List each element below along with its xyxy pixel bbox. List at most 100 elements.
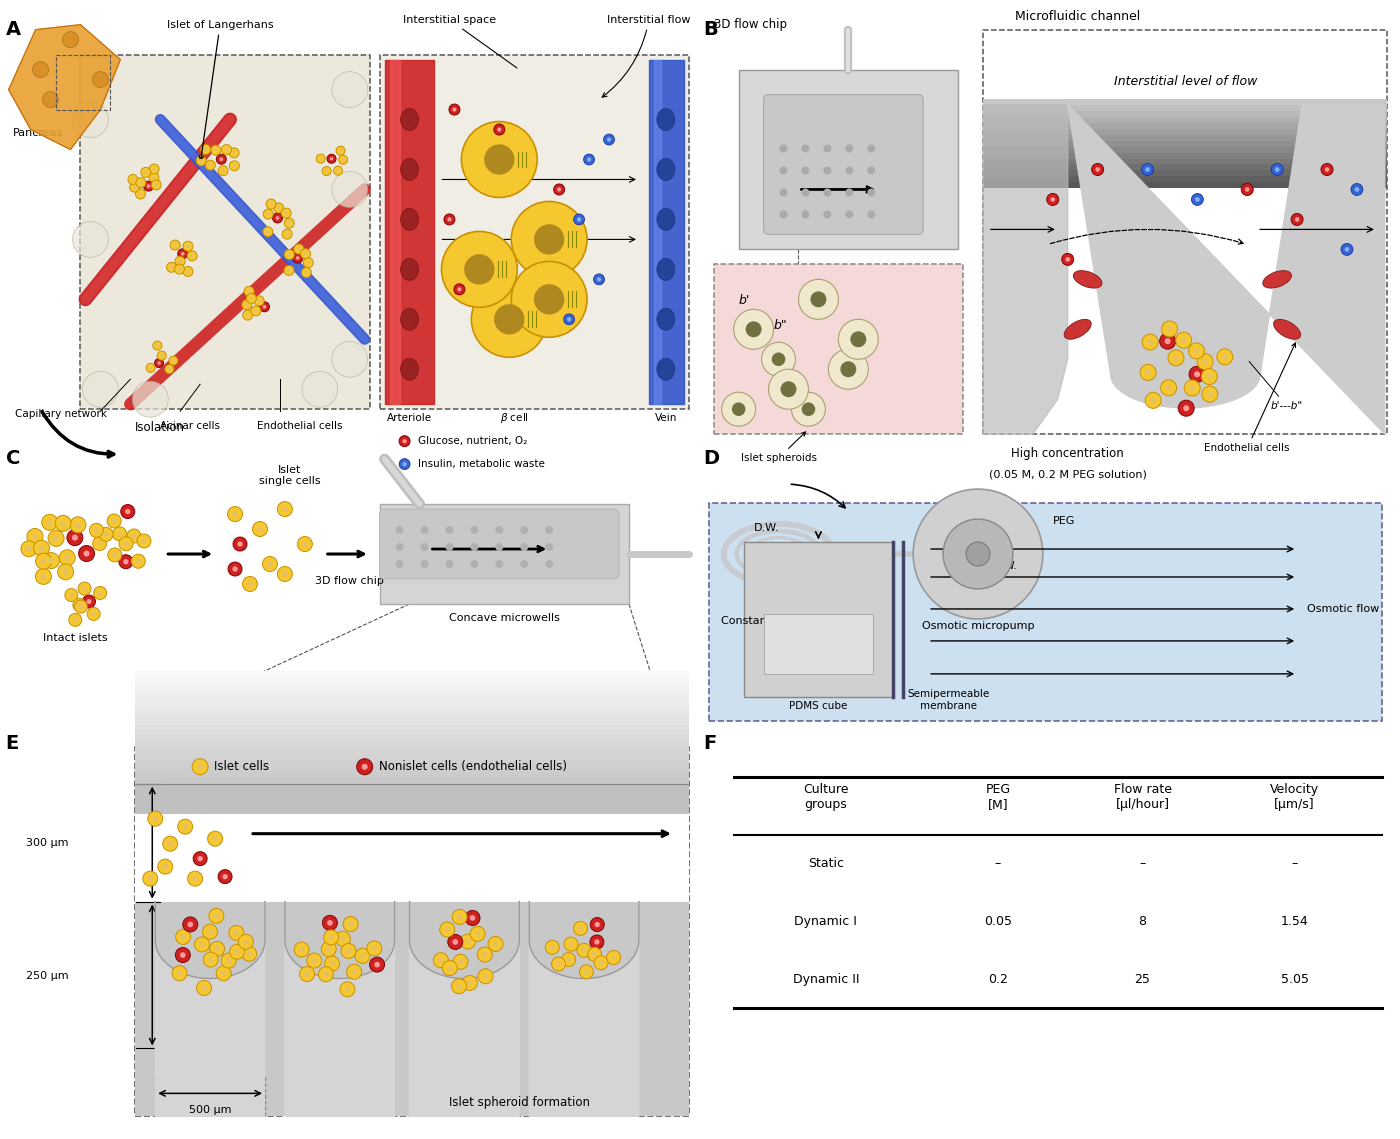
FancyBboxPatch shape bbox=[136, 748, 689, 752]
Circle shape bbox=[242, 947, 256, 961]
Circle shape bbox=[1203, 359, 1208, 364]
Circle shape bbox=[456, 915, 462, 920]
Circle shape bbox=[123, 541, 129, 547]
Polygon shape bbox=[8, 25, 120, 149]
Circle shape bbox=[1142, 334, 1158, 350]
Circle shape bbox=[592, 952, 598, 957]
Text: Osmotic micropump: Osmotic micropump bbox=[921, 621, 1035, 631]
Text: Islet spheroid formation: Islet spheroid formation bbox=[449, 1097, 589, 1109]
Circle shape bbox=[1355, 187, 1359, 191]
Circle shape bbox=[53, 535, 59, 541]
Circle shape bbox=[302, 371, 337, 408]
Circle shape bbox=[277, 501, 293, 517]
Circle shape bbox=[32, 62, 49, 77]
Circle shape bbox=[232, 151, 237, 155]
Circle shape bbox=[214, 947, 220, 952]
FancyBboxPatch shape bbox=[136, 703, 689, 707]
Ellipse shape bbox=[657, 158, 675, 180]
FancyBboxPatch shape bbox=[136, 756, 689, 761]
Circle shape bbox=[374, 961, 379, 967]
FancyBboxPatch shape bbox=[983, 171, 1387, 177]
Circle shape bbox=[176, 970, 182, 976]
Circle shape bbox=[441, 231, 517, 308]
Text: Nonislet cells (endothelial cells): Nonislet cells (endothelial cells) bbox=[378, 760, 567, 773]
Circle shape bbox=[328, 934, 335, 940]
Circle shape bbox=[496, 560, 503, 568]
Circle shape bbox=[846, 145, 854, 153]
Circle shape bbox=[561, 952, 575, 967]
FancyBboxPatch shape bbox=[136, 726, 689, 730]
Circle shape bbox=[1145, 369, 1151, 376]
Circle shape bbox=[225, 148, 228, 151]
Circle shape bbox=[454, 284, 465, 295]
Circle shape bbox=[734, 310, 774, 350]
FancyBboxPatch shape bbox=[983, 123, 1387, 129]
Circle shape bbox=[249, 296, 253, 301]
Circle shape bbox=[276, 216, 280, 220]
Ellipse shape bbox=[657, 259, 675, 280]
Text: Isolation: Isolation bbox=[136, 421, 185, 434]
Ellipse shape bbox=[400, 208, 419, 230]
Circle shape bbox=[127, 174, 139, 185]
Circle shape bbox=[60, 521, 66, 526]
Circle shape bbox=[596, 277, 601, 281]
Circle shape bbox=[154, 359, 164, 368]
Circle shape bbox=[213, 836, 218, 842]
Circle shape bbox=[41, 573, 46, 580]
FancyBboxPatch shape bbox=[136, 761, 689, 765]
Circle shape bbox=[465, 254, 494, 285]
Circle shape bbox=[203, 924, 217, 940]
Circle shape bbox=[150, 164, 160, 174]
Ellipse shape bbox=[400, 158, 419, 180]
Circle shape bbox=[304, 271, 308, 274]
Circle shape bbox=[252, 522, 267, 536]
Circle shape bbox=[594, 956, 608, 969]
Circle shape bbox=[73, 101, 108, 138]
Circle shape bbox=[1179, 400, 1194, 416]
Circle shape bbox=[206, 161, 216, 170]
Circle shape bbox=[183, 917, 197, 932]
FancyBboxPatch shape bbox=[136, 813, 689, 902]
Circle shape bbox=[829, 350, 868, 390]
Circle shape bbox=[108, 548, 122, 562]
Circle shape bbox=[461, 934, 476, 949]
Circle shape bbox=[801, 188, 809, 196]
Circle shape bbox=[165, 364, 174, 374]
FancyBboxPatch shape bbox=[983, 164, 1387, 171]
FancyBboxPatch shape bbox=[983, 99, 1387, 105]
Circle shape bbox=[168, 841, 174, 846]
Circle shape bbox=[162, 836, 178, 851]
Text: Islet cells: Islet cells bbox=[214, 760, 269, 773]
Circle shape bbox=[130, 182, 140, 192]
Circle shape bbox=[104, 532, 109, 536]
Circle shape bbox=[1092, 164, 1103, 175]
Polygon shape bbox=[286, 902, 395, 1116]
Polygon shape bbox=[410, 902, 519, 1116]
Circle shape bbox=[1197, 354, 1212, 370]
Circle shape bbox=[1173, 354, 1179, 361]
Circle shape bbox=[217, 154, 227, 164]
Circle shape bbox=[199, 942, 204, 948]
Circle shape bbox=[232, 538, 246, 551]
Circle shape bbox=[1222, 354, 1228, 360]
Text: 25: 25 bbox=[1134, 973, 1151, 986]
Text: Pancreas: Pancreas bbox=[13, 128, 63, 138]
Circle shape bbox=[606, 138, 612, 141]
Circle shape bbox=[87, 599, 91, 604]
Circle shape bbox=[339, 155, 347, 164]
Circle shape bbox=[287, 221, 291, 226]
Text: Velocity
[μm/s]: Velocity [μm/s] bbox=[1270, 782, 1319, 811]
Text: Vein: Vein bbox=[655, 413, 678, 424]
Ellipse shape bbox=[400, 359, 419, 380]
Circle shape bbox=[246, 951, 252, 957]
Circle shape bbox=[449, 104, 461, 115]
Circle shape bbox=[533, 224, 564, 255]
Text: $\beta$ cell: $\beta$ cell bbox=[500, 411, 529, 425]
Circle shape bbox=[214, 913, 220, 919]
Circle shape bbox=[196, 156, 206, 166]
Circle shape bbox=[1242, 183, 1253, 196]
Circle shape bbox=[302, 541, 308, 547]
Circle shape bbox=[1344, 247, 1350, 252]
Circle shape bbox=[328, 920, 333, 926]
Circle shape bbox=[220, 157, 223, 161]
